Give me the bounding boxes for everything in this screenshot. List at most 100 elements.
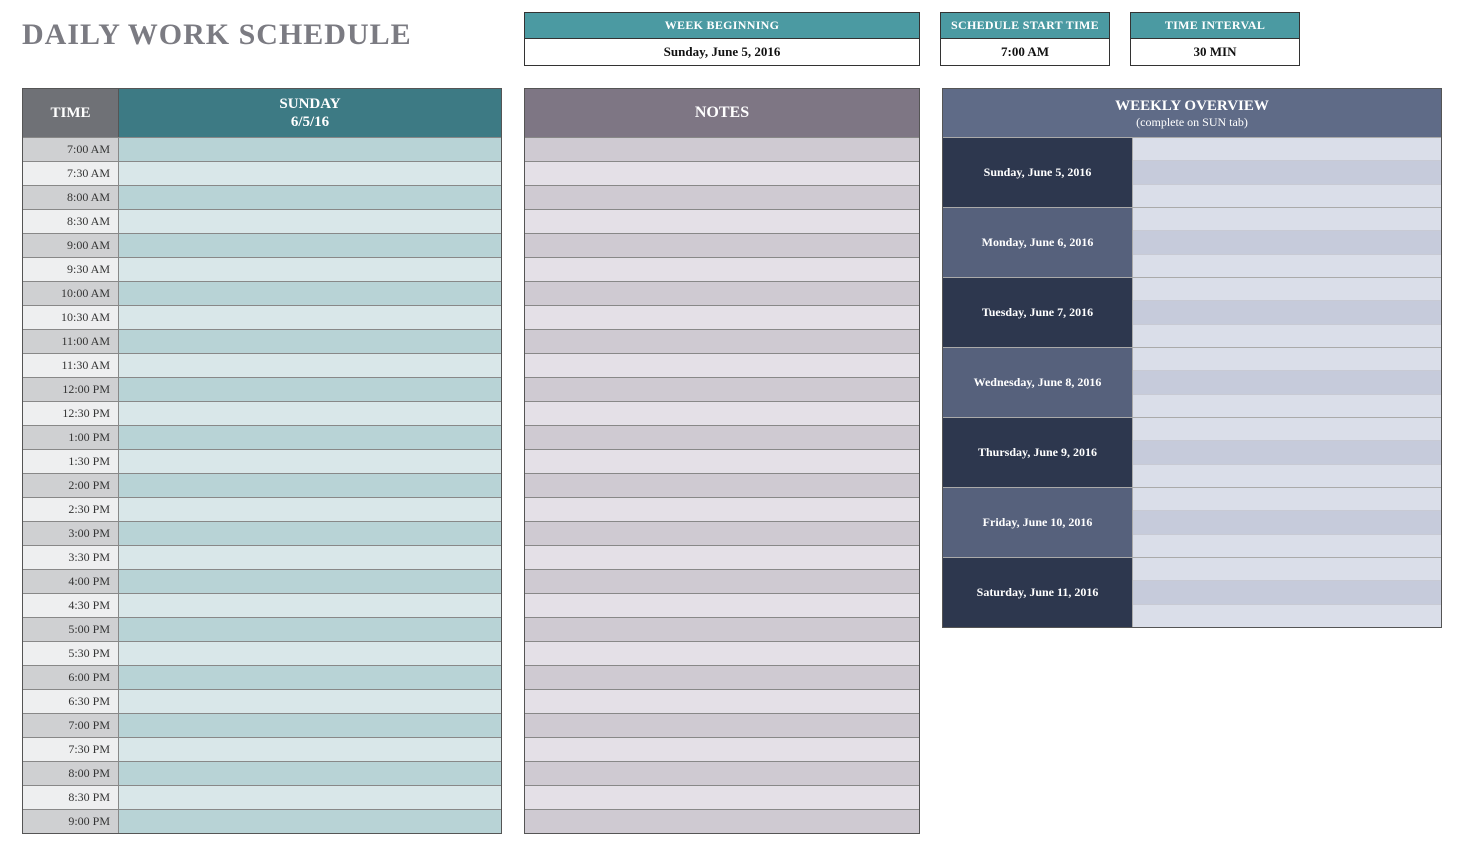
weekly-slot[interactable] (1133, 534, 1441, 557)
note-row[interactable] (525, 377, 919, 401)
time-cell: 7:30 AM (23, 162, 119, 185)
weekly-slot[interactable] (1133, 324, 1441, 347)
schedule-cell[interactable] (119, 450, 501, 473)
note-row[interactable] (525, 425, 919, 449)
note-row[interactable] (525, 353, 919, 377)
note-row[interactable] (525, 137, 919, 161)
schedule-body: 7:00 AM7:30 AM8:00 AM8:30 AM9:00 AM9:30 … (23, 137, 501, 833)
schedule-cell[interactable] (119, 162, 501, 185)
weekly-slot[interactable] (1133, 394, 1441, 417)
note-row[interactable] (525, 449, 919, 473)
note-row[interactable] (525, 545, 919, 569)
schedule-cell[interactable] (119, 234, 501, 257)
schedule-cell[interactable] (119, 594, 501, 617)
schedule-cell[interactable] (119, 738, 501, 761)
time-cell: 8:00 PM (23, 762, 119, 785)
schedule-cell[interactable] (119, 474, 501, 497)
schedule-cell[interactable] (119, 642, 501, 665)
schedule-cell[interactable] (119, 402, 501, 425)
schedule-cell[interactable] (119, 186, 501, 209)
note-row[interactable] (525, 305, 919, 329)
schedule-cell[interactable] (119, 210, 501, 233)
schedule-cell[interactable] (119, 762, 501, 785)
note-row[interactable] (525, 665, 919, 689)
interval-label: TIME INTERVAL (1131, 13, 1299, 39)
schedule-cell[interactable] (119, 354, 501, 377)
note-row[interactable] (525, 281, 919, 305)
note-row[interactable] (525, 401, 919, 425)
note-row[interactable] (525, 233, 919, 257)
schedule-row: 4:30 PM (23, 593, 501, 617)
schedule-cell[interactable] (119, 522, 501, 545)
schedule-cell[interactable] (119, 258, 501, 281)
note-row[interactable] (525, 809, 919, 833)
note-row[interactable] (525, 329, 919, 353)
note-row[interactable] (525, 497, 919, 521)
weekly-slot[interactable] (1133, 300, 1441, 323)
weekly-slot[interactable] (1133, 580, 1441, 603)
schedule-row: 7:00 AM (23, 137, 501, 161)
note-row[interactable] (525, 617, 919, 641)
weekly-slot[interactable] (1133, 278, 1441, 300)
schedule-cell[interactable] (119, 714, 501, 737)
note-row[interactable] (525, 473, 919, 497)
main-row: TIME SUNDAY 6/5/16 7:00 AM7:30 AM8:00 AM… (22, 88, 1442, 834)
weekly-slot[interactable] (1133, 138, 1441, 160)
weekly-slot[interactable] (1133, 418, 1441, 440)
schedule-cell[interactable] (119, 618, 501, 641)
schedule-cell[interactable] (119, 546, 501, 569)
note-row[interactable] (525, 785, 919, 809)
note-row[interactable] (525, 521, 919, 545)
week-beginning-value[interactable]: Sunday, June 5, 2016 (525, 39, 919, 65)
note-row[interactable] (525, 713, 919, 737)
weekly-slot[interactable] (1133, 254, 1441, 277)
schedule-row: 10:00 AM (23, 281, 501, 305)
note-row[interactable] (525, 761, 919, 785)
note-row[interactable] (525, 185, 919, 209)
weekly-slot[interactable] (1133, 208, 1441, 230)
schedule-cell[interactable] (119, 666, 501, 689)
weekly-slot[interactable] (1133, 440, 1441, 463)
schedule-cell[interactable] (119, 378, 501, 401)
weekly-slot[interactable] (1133, 348, 1441, 370)
weekly-slot[interactable] (1133, 488, 1441, 510)
schedule-cell[interactable] (119, 786, 501, 809)
notes-header: NOTES (525, 89, 919, 137)
weekly-slot[interactable] (1133, 230, 1441, 253)
schedule-cell[interactable] (119, 690, 501, 713)
time-cell: 12:30 PM (23, 402, 119, 425)
time-cell: 9:00 AM (23, 234, 119, 257)
weekly-slot[interactable] (1133, 510, 1441, 533)
weekly-slot[interactable] (1133, 370, 1441, 393)
schedule-cell[interactable] (119, 138, 501, 161)
schedule-cell[interactable] (119, 282, 501, 305)
note-row[interactable] (525, 737, 919, 761)
schedule-row: 11:30 AM (23, 353, 501, 377)
weekly-slots (1133, 488, 1441, 557)
note-row[interactable] (525, 641, 919, 665)
weekly-slot[interactable] (1133, 604, 1441, 627)
weekly-slots (1133, 278, 1441, 347)
schedule-cell[interactable] (119, 810, 501, 833)
week-beginning-label: WEEK BEGINNING (525, 13, 919, 39)
note-row[interactable] (525, 593, 919, 617)
note-row[interactable] (525, 161, 919, 185)
schedule-cell[interactable] (119, 570, 501, 593)
interval-value[interactable]: 30 MIN (1131, 39, 1299, 65)
start-time-value[interactable]: 7:00 AM (941, 39, 1109, 65)
schedule-cell[interactable] (119, 498, 501, 521)
schedule-cell[interactable] (119, 426, 501, 449)
time-cell: 5:00 PM (23, 618, 119, 641)
note-row[interactable] (525, 689, 919, 713)
weekly-slot[interactable] (1133, 558, 1441, 580)
schedule-row: 10:30 AM (23, 305, 501, 329)
note-row[interactable] (525, 569, 919, 593)
start-time-box: SCHEDULE START TIME 7:00 AM (940, 12, 1110, 66)
weekly-slot[interactable] (1133, 464, 1441, 487)
schedule-cell[interactable] (119, 330, 501, 353)
note-row[interactable] (525, 257, 919, 281)
weekly-slot[interactable] (1133, 184, 1441, 207)
note-row[interactable] (525, 209, 919, 233)
weekly-slot[interactable] (1133, 160, 1441, 183)
schedule-cell[interactable] (119, 306, 501, 329)
